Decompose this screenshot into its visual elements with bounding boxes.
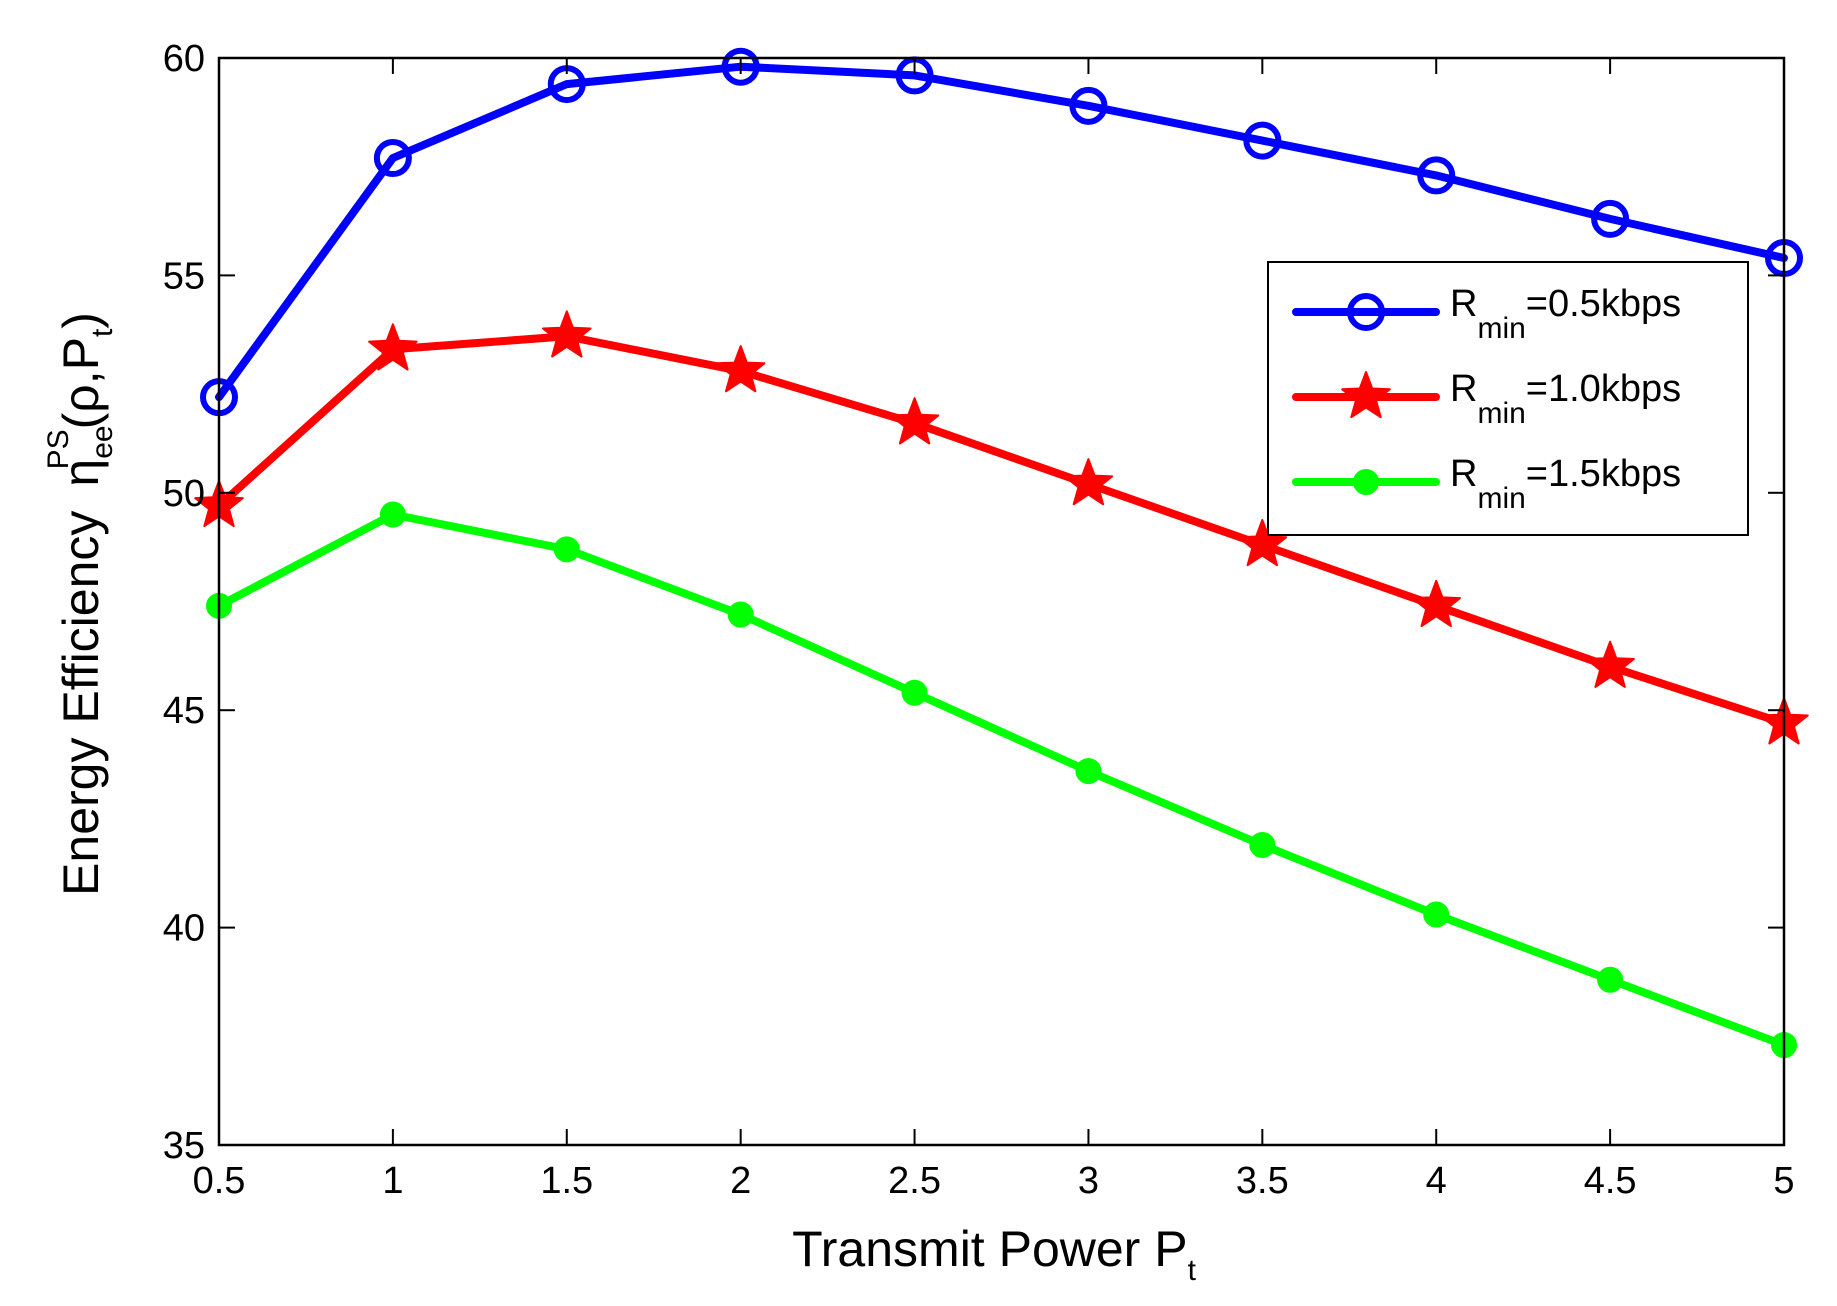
series-2-point (1237, 519, 1288, 567)
y-tick-label: 45 (163, 690, 205, 732)
series-1-point (1243, 121, 1282, 160)
series-2-point (715, 345, 766, 393)
x-tick-label: 4.5 (1584, 1160, 1637, 1202)
series-1-point (1417, 156, 1456, 195)
legend: Rmin=0.5kbps Rmin=1.0kbps Rmin=1.5kbps (1267, 261, 1749, 536)
series-2-point (1411, 579, 1461, 628)
series-3-point (901, 679, 928, 706)
legend-label-2: Rmin=1.0kbps (1450, 368, 1681, 430)
ticks: 0.5 1 1.5 2 2.5 3 3.5 4 4.5 5 35 40 45 50 55 60 (163, 38, 1795, 1202)
x-tick-label: 4 (1426, 1160, 1447, 1202)
x-tick-label: 3 (1078, 1160, 1099, 1202)
series-line-1 (215, 62, 1788, 402)
series-2-point (889, 397, 940, 445)
x-tick-label: 0.5 (193, 1160, 246, 1202)
series-2-point (368, 323, 418, 371)
series-3-point (1423, 901, 1450, 928)
series-3-point (1249, 831, 1276, 858)
series-3-point (553, 536, 580, 563)
series-3-point (379, 501, 406, 528)
series-markers (194, 47, 1809, 1058)
legend-label-3: Rmin=1.5kbps (1450, 453, 1681, 515)
x-tick-label: 2 (730, 1160, 751, 1202)
y-tick-label: 40 (163, 908, 205, 950)
x-tick-label: 2.5 (888, 1160, 941, 1202)
legend-marker-3 (1353, 469, 1379, 495)
y-axis-title: Energy EfficiencyηeePS(ρ,Pt) (42, 312, 119, 896)
series-line-3 (215, 510, 1788, 1049)
series-3-point (1075, 758, 1102, 785)
series-2-point (1063, 458, 1114, 506)
legend-marker-2 (1341, 371, 1391, 419)
x-tick-label: 1 (382, 1160, 403, 1202)
legend-marker-1 (1347, 293, 1385, 331)
series-lines (215, 62, 1788, 1049)
series-line-2 (215, 332, 1788, 728)
plot-frame (217, 56, 1786, 1147)
y-tick-label: 35 (163, 1125, 205, 1167)
series-2-point (1585, 640, 1635, 688)
series-1-point (721, 47, 760, 86)
y-tick-label: 60 (163, 38, 205, 80)
series-1-point (373, 139, 412, 178)
x-tick-label: 5 (1773, 1160, 1794, 1202)
x-tick-label: 1.5 (540, 1160, 593, 1202)
y-tick-label: 50 (163, 473, 205, 515)
y-tick-label: 55 (163, 255, 205, 297)
axes (217, 56, 1786, 1147)
series-3-point (1597, 966, 1624, 993)
legend-label-1: Rmin=0.5kbps (1450, 283, 1681, 345)
series-1-point (1591, 199, 1630, 238)
series-3-point (727, 601, 754, 628)
series-2-point (542, 310, 592, 358)
series-1-point (1069, 86, 1108, 125)
x-tick-label: 3.5 (1236, 1160, 1289, 1202)
x-axis-title: Transmit Power Pt (792, 1221, 1196, 1287)
